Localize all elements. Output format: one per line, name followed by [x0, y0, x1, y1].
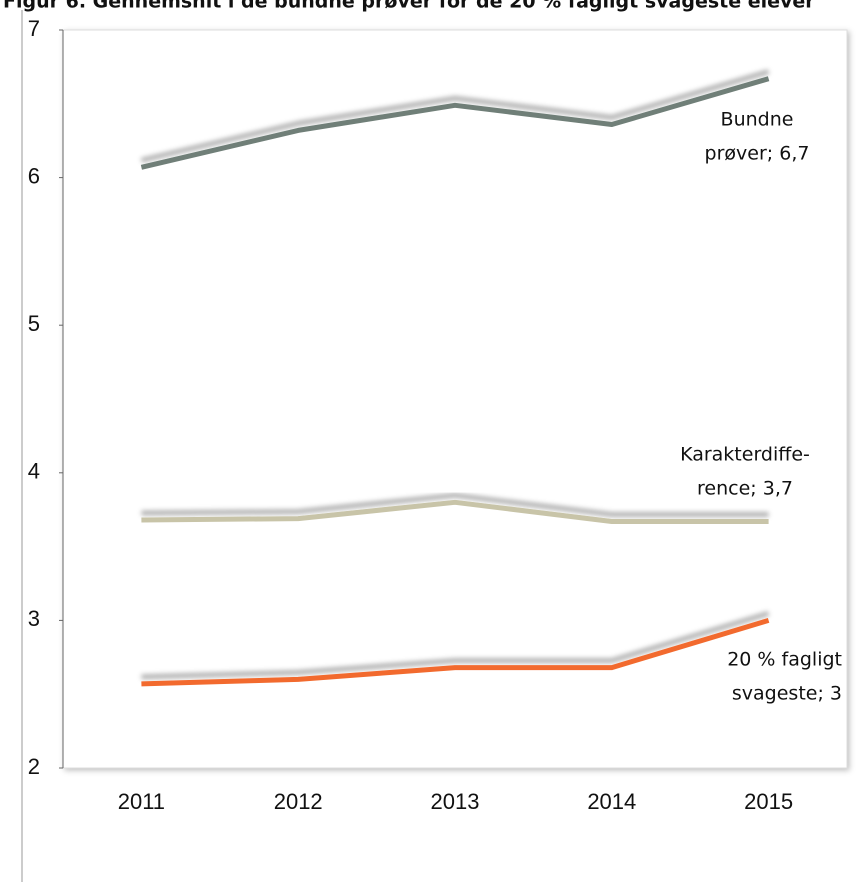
y-tick-label: 5 — [28, 311, 40, 336]
x-tick-label: 2013 — [431, 789, 480, 814]
y-tick-label: 6 — [28, 163, 40, 188]
chart-title: Figur 6. Gennemsnit i de bundne prøver f… — [3, 0, 815, 13]
data-label: prøver; 6,7 — [705, 143, 810, 165]
series-line — [141, 618, 770, 687]
data-label: rence; 3,7 — [697, 478, 793, 500]
series-line — [140, 76, 770, 170]
y-tick-label: 4 — [28, 459, 40, 484]
x-tick-label: 2012 — [274, 789, 323, 814]
y-tick-label: 7 — [28, 16, 40, 41]
x-tick-label: 2011 — [118, 789, 165, 814]
data-label: Karakterdiffe- — [680, 444, 810, 466]
data-label: 20 % fagligt — [727, 649, 842, 671]
x-tick-label: 2015 — [744, 789, 793, 814]
y-tick-label: 2 — [28, 754, 40, 779]
series-line — [141, 499, 769, 524]
data-label: Bundne — [721, 109, 794, 131]
y-tick-label: 3 — [28, 606, 40, 631]
x-tick-label: 2014 — [587, 789, 636, 814]
data-label: svageste; 3 — [732, 683, 842, 705]
